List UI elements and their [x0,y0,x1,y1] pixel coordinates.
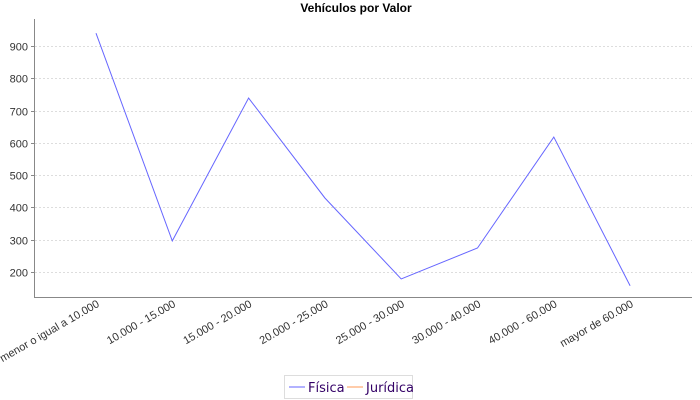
x-tick-label: mayor de 60.000 [558,298,636,350]
x-tick-label: menor o igual a 10.000 [0,298,101,365]
y-tick-label: 800 [10,74,28,86]
x-tick-label: 40.000 - 60.000 [487,298,560,347]
chart-title: Vehículos por Valor [300,1,412,15]
x-tick-label: 25.000 - 30.000 [334,298,407,347]
y-tick-label: 700 [10,107,28,119]
x-tick-label: 10.000 - 15.000 [105,298,178,347]
y-tick-label: 500 [10,171,28,183]
x-tick-label: 15.000 - 20.000 [181,298,254,347]
y-tick-label: 400 [10,203,28,215]
series-line-0 [95,33,631,286]
x-tick-label: 20.000 - 25.000 [258,298,331,347]
legend: Física Jurídica [284,375,414,399]
legend-label-juridica: Jurídica [365,381,414,396]
legend-label-fisica: Física [308,381,345,396]
y-tick-label: 600 [10,139,28,151]
x-tick-label: 30.000 - 40.000 [410,298,483,347]
y-tick-label: 200 [10,268,28,280]
y-tick-label: 900 [10,42,28,54]
y-tick-label: 300 [10,236,28,248]
